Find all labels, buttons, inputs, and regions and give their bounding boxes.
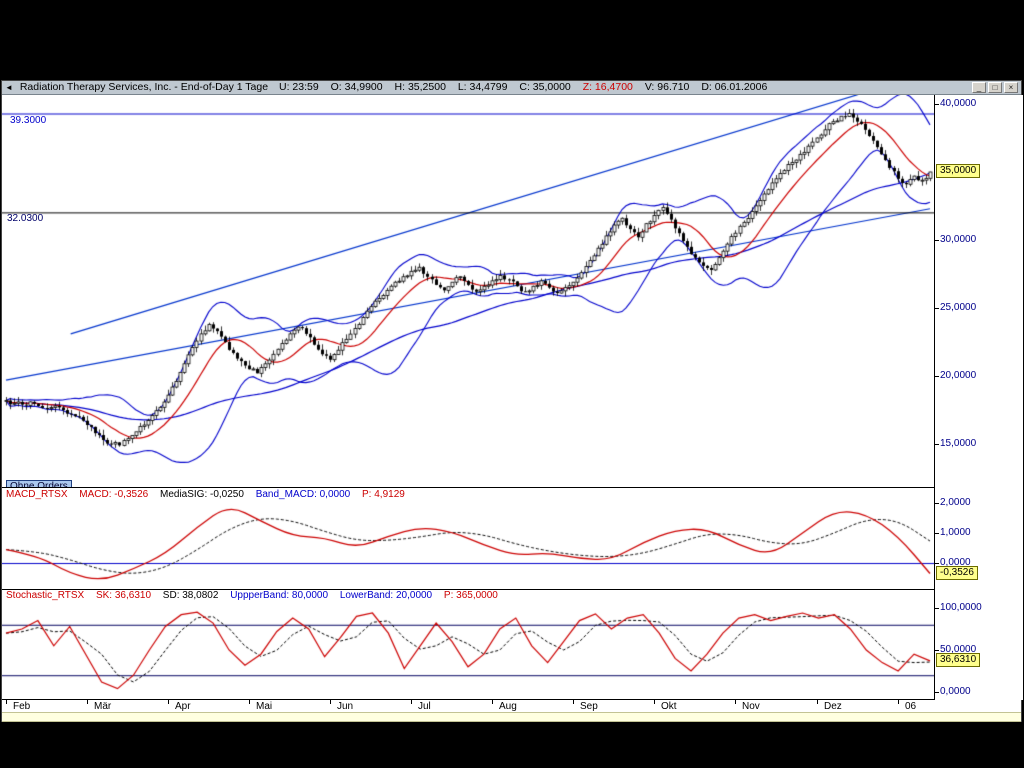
y-axis-tick	[935, 650, 939, 651]
y-axis-label: 20,0000	[940, 370, 977, 382]
support-level-label: 32.0300	[7, 213, 44, 225]
minimize-button[interactable]: _	[972, 82, 986, 93]
y-axis-tick	[935, 376, 939, 377]
y-axis-label: 15,0000	[940, 438, 977, 450]
macd-chart-canvas[interactable]	[2, 501, 934, 589]
month-label: Aug	[499, 701, 517, 712]
chart-window: ◄ Radiation Therapy Services, Inc. - End…	[1, 80, 1023, 722]
window-controls: _ □ ×	[972, 82, 1018, 93]
y-axis-label: 0,0000	[940, 686, 971, 697]
y-axis-tick	[935, 444, 939, 445]
macd-band-value: Band_MACD: 0,0000	[255, 489, 351, 500]
month-tick	[411, 700, 412, 704]
price-chart-panel[interactable]: 39.3000 32.0300 Ohne Orders	[2, 95, 934, 488]
y-axis-label: 100,0000	[940, 601, 982, 613]
y-axis-label: 2,0000	[940, 497, 971, 509]
month-label: Sep	[580, 701, 598, 712]
stochastic-period-value: P: 365,0000	[443, 590, 498, 601]
month-tick	[168, 700, 169, 704]
month-label: Apr	[175, 701, 191, 712]
y-axis-label: 40,0000	[940, 97, 977, 109]
y-axis-label: 1,0000	[940, 527, 971, 539]
month-label: Jun	[337, 701, 354, 712]
stochastic-lowerband-value: LowerBand: 20,0000	[339, 590, 433, 601]
month-tick	[573, 700, 574, 704]
month-tick	[654, 700, 655, 704]
y-axis-tick	[935, 240, 939, 241]
month-label: Feb	[13, 701, 31, 712]
macd-indicator-name: MACD_RTSX	[6, 489, 68, 500]
price-chart-canvas[interactable]	[2, 95, 934, 487]
macd-panel-header: MACD_RTSX MACD: -0,3526 MediaSIG: -0,025…	[2, 488, 1021, 501]
quote-high: H: 35,2500	[394, 81, 446, 93]
y-axis-tick	[935, 503, 939, 504]
month-tick	[492, 700, 493, 704]
macd-chart-panel[interactable]	[2, 501, 934, 590]
stochastic-indicator-name: Stochastic_RTSX	[6, 590, 85, 601]
value-axis-column	[934, 95, 1023, 700]
month-label: Nov	[742, 701, 760, 712]
stochastic-chart-canvas[interactable]	[2, 602, 934, 699]
y-axis-tick	[935, 563, 939, 564]
quote-close: C: 35,0000	[519, 81, 571, 93]
stochastic-upperband-value: UppperBand: 80,0000	[230, 590, 329, 601]
window-title: Radiation Therapy Services, Inc. - End-o…	[19, 81, 269, 93]
y-axis-label: 50,0000	[940, 643, 977, 655]
month-tick	[817, 700, 818, 704]
month-label: 06	[905, 701, 917, 712]
horizontal-scrollbar[interactable]	[2, 712, 1021, 722]
month-tick	[898, 700, 899, 704]
macd-value: MACD: -0,3526	[79, 489, 149, 500]
price-marker: -0,3526	[936, 565, 978, 580]
macd-mediasig-value: MediaSIG: -0,0250	[159, 489, 244, 500]
maximize-button[interactable]: □	[988, 82, 1002, 93]
price-marker: 36,6310	[936, 653, 981, 668]
quote-z-value: Z: 16,4700	[582, 81, 633, 93]
month-label: Jul	[418, 701, 431, 712]
month-label: Okt	[661, 701, 677, 712]
price-marker: 35,0000	[936, 163, 981, 178]
month-tick	[330, 700, 331, 704]
macd-period-value: P: 4,9129	[362, 489, 405, 500]
stochastic-chart-panel[interactable]	[2, 602, 934, 700]
y-axis-tick	[935, 692, 939, 693]
orders-status-label[interactable]: Ohne Orders	[6, 480, 72, 487]
y-axis-tick	[935, 308, 939, 309]
collapse-arrow-icon[interactable]: ◄	[5, 83, 13, 92]
month-tick	[6, 700, 7, 704]
y-axis-tick	[935, 608, 939, 609]
month-tick	[735, 700, 736, 704]
stochastic-sk-value: SK: 36,6310	[95, 590, 152, 601]
y-axis-label: 0,0000	[940, 557, 971, 569]
month-label: Dez	[824, 701, 842, 712]
y-axis-label: 30,0000	[940, 234, 977, 245]
month-tick	[249, 700, 250, 704]
month-label: Mai	[256, 701, 273, 712]
stochastic-panel-header: Stochastic_RTSX SK: 36,6310 SD: 38,0802 …	[2, 590, 1021, 602]
quote-volume: V: 96.710	[644, 81, 690, 93]
stochastic-sd-value: SD: 38,0802	[162, 590, 219, 601]
time-axis	[2, 700, 934, 712]
month-tick	[87, 700, 88, 704]
quote-open: O: 34,9900	[330, 81, 383, 93]
y-axis-tick	[935, 533, 939, 534]
y-axis-label: 25,0000	[940, 302, 977, 314]
close-button[interactable]: ×	[1004, 82, 1018, 93]
quote-date: D: 06.01.2006	[701, 81, 768, 93]
y-axis-tick	[935, 104, 939, 105]
quote-low: L: 34,4799	[457, 81, 508, 93]
window-titlebar[interactable]: ◄ Radiation Therapy Services, Inc. - End…	[2, 81, 1021, 95]
quote-update-time: U: 23:59	[279, 81, 319, 93]
resistance-level-label: 39.3000	[10, 114, 47, 126]
month-label: Mär	[94, 701, 112, 712]
